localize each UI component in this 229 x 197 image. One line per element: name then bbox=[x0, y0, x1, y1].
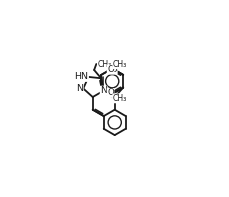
Text: O: O bbox=[107, 65, 114, 74]
Text: N: N bbox=[100, 86, 107, 95]
Text: O: O bbox=[110, 65, 117, 74]
Text: HN: HN bbox=[74, 72, 88, 81]
Text: CH₃: CH₃ bbox=[113, 94, 127, 103]
Text: O: O bbox=[107, 88, 114, 98]
Text: CH₃: CH₃ bbox=[113, 59, 127, 69]
Text: N: N bbox=[76, 84, 83, 93]
Text: CH₃: CH₃ bbox=[97, 59, 112, 69]
